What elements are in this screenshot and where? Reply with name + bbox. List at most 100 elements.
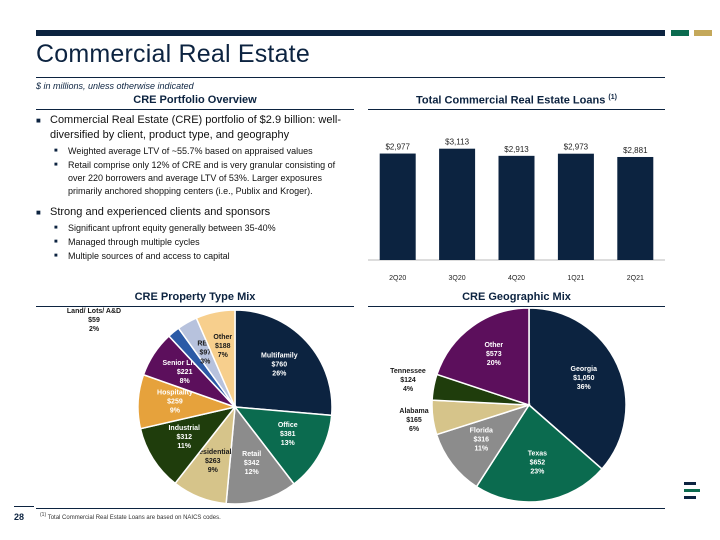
property-type-pie-chart: Multifamily $760 26% Office $381 13% Retail $34… — [67, 308, 333, 505]
pie-slice-label: Other — [213, 334, 232, 341]
pie-slice-label: Florida — [470, 428, 493, 435]
pie-slice-label: Land/ Lots/ A&D — [67, 308, 121, 315]
pie-slice-label: Residential — [194, 449, 231, 456]
sub-bullet-item: Retail comprise only 12% of CRE and is v… — [36, 159, 354, 198]
pie-slice — [435, 403, 531, 488]
pie-slice-label: 2% — [89, 326, 100, 333]
pie-slice — [234, 309, 333, 417]
loans-chart-footnote-mark: (1) — [608, 94, 617, 101]
company-logo — [684, 482, 702, 504]
accent-square-gold — [694, 30, 712, 36]
pie-slice — [475, 403, 603, 503]
pie-slice-label: Hospitality — [157, 390, 193, 397]
pie-slice-label: Alabama — [399, 408, 428, 415]
pie-slice-label: 23% — [530, 469, 545, 476]
footnote-mark: (1) — [40, 512, 47, 518]
page-title: Commercial Real Estate — [36, 40, 310, 68]
pie-slice-label: 7% — [218, 352, 229, 359]
pie-slice-label: 36% — [577, 384, 592, 391]
bar-category-label: 2Q21 — [627, 275, 644, 282]
pie-slice-label: $342 — [244, 460, 260, 467]
pie-slice-label: Senior Living — [163, 360, 207, 367]
pie-slice-label: Industrial — [168, 425, 200, 432]
geographic-pie-chart: Georgia $1,050 36% Texas $652 23% Florida $316 1… — [390, 307, 627, 503]
bar-category-label: 1Q21 — [567, 275, 584, 282]
pie-slice-label: Office — [278, 422, 298, 429]
pie-slice-label: 6% — [409, 426, 420, 433]
bar-category-label: 4Q20 — [508, 275, 525, 282]
overview-bullets: Commercial Real Estate (CRE) portfolio o… — [36, 113, 354, 264]
sub-bullet-item: Significant upfront equity generally bet… — [36, 222, 354, 235]
pie-slice-label: $1,050 — [573, 375, 595, 382]
bar — [617, 156, 654, 260]
pie-slice-label: $165 — [406, 417, 422, 424]
pie-slice-label: 26% — [272, 370, 287, 377]
sub-bullet-item: Multiple sources of and access to capita… — [36, 250, 354, 263]
bar-value-label: $2,973 — [564, 143, 589, 152]
sub-bullet-item: Managed through multiple cycles — [36, 236, 354, 249]
pie-slice-label: 9% — [170, 408, 181, 415]
pie-slice-label: REIT — [197, 341, 214, 348]
bar — [439, 148, 476, 260]
pie-slice-label: Texas — [528, 451, 547, 458]
sub-bullet-item: Weighted average LTV of ~55.7% based on … — [36, 145, 354, 158]
geo-mix-heading-rule — [368, 306, 665, 307]
title-divider — [36, 77, 665, 78]
pie-slice — [225, 405, 296, 505]
pie-slice-label: $573 — [486, 351, 502, 358]
pie-slice-label: Other — [484, 342, 503, 349]
property-mix-heading: CRE Property Type Mix — [134, 291, 256, 303]
accent-square-green — [671, 30, 689, 36]
bullet-item: Strong and experienced clients and spons… — [36, 205, 354, 220]
loans-chart-heading: Total Commercial Real Estate Loans (1) — [368, 94, 665, 107]
pie-slice-label: $312 — [176, 434, 192, 441]
pie-slice-label: 9% — [208, 467, 219, 474]
footer-divider — [36, 508, 665, 509]
pie-slice-label: Multifamily — [261, 352, 298, 359]
footnote-text: Total Commercial Real Estate Loans are b… — [47, 515, 221, 521]
bar-value-label: $2,881 — [623, 146, 648, 155]
footnote: (1) Total Commercial Real Estate Loans a… — [40, 512, 221, 521]
geo-mix-heading: CRE Geographic Mix — [462, 291, 571, 303]
page-number: 28 — [14, 512, 25, 522]
pie-slice-label: $652 — [530, 460, 546, 467]
pie-slice-label: 3% — [200, 359, 211, 366]
loans-bar-chart: $2,977 2Q20 $3,113 3Q20 $2,913 4Q20 $2,973 1Q21… — [368, 138, 665, 282]
loans-chart-title: Total Commercial Real Estate Loans — [416, 94, 606, 107]
overview-heading-rule — [36, 109, 354, 110]
pie-slice-label: 12% — [245, 469, 260, 476]
bar-value-label: $3,113 — [445, 138, 469, 147]
bullet-item: Commercial Real Estate (CRE) portfolio o… — [36, 113, 354, 143]
pie-slice — [435, 307, 530, 407]
pie-slice — [139, 405, 237, 485]
page-subtitle: $ in millions, unless otherwise indicate… — [36, 81, 194, 91]
pie-slice-label: Georgia — [571, 366, 598, 373]
pie-slice-label: $97 — [200, 350, 212, 357]
pie-slice-label: $381 — [280, 431, 296, 438]
page-number-rule — [14, 506, 34, 507]
bar-value-label: $2,913 — [504, 145, 529, 154]
property-mix-heading-rule — [36, 306, 354, 307]
pie-slice-label: $259 — [167, 399, 183, 406]
pie-slice-label: 8% — [180, 378, 191, 385]
pie-slice-label: $316 — [473, 437, 489, 444]
pie-slice-label: $221 — [177, 369, 193, 376]
pie-slice-label: $760 — [272, 361, 288, 368]
bar-value-label: $2,977 — [385, 143, 410, 152]
pie-slice-label: 11% — [474, 446, 488, 453]
pie-slice-label: 4% — [403, 386, 414, 393]
loans-heading-rule — [368, 109, 665, 110]
bar-category-label: 3Q20 — [449, 275, 466, 282]
pie-slice — [195, 309, 236, 408]
pie-slice-label: 11% — [177, 443, 191, 450]
bar-category-label: 2Q20 — [389, 275, 406, 282]
pie-slice-label: 20% — [487, 360, 502, 367]
pie-slice-label: $188 — [215, 343, 231, 350]
pie-slice — [233, 406, 333, 486]
pie-slice-label: $124 — [400, 377, 416, 384]
pie-slice-label: $263 — [205, 458, 221, 465]
pie-slice-label: 13% — [281, 440, 296, 447]
pie-slice-label: Retail — [242, 451, 261, 458]
overview-heading: CRE Portfolio Overview — [133, 94, 257, 106]
top-banner-bar — [36, 30, 665, 36]
